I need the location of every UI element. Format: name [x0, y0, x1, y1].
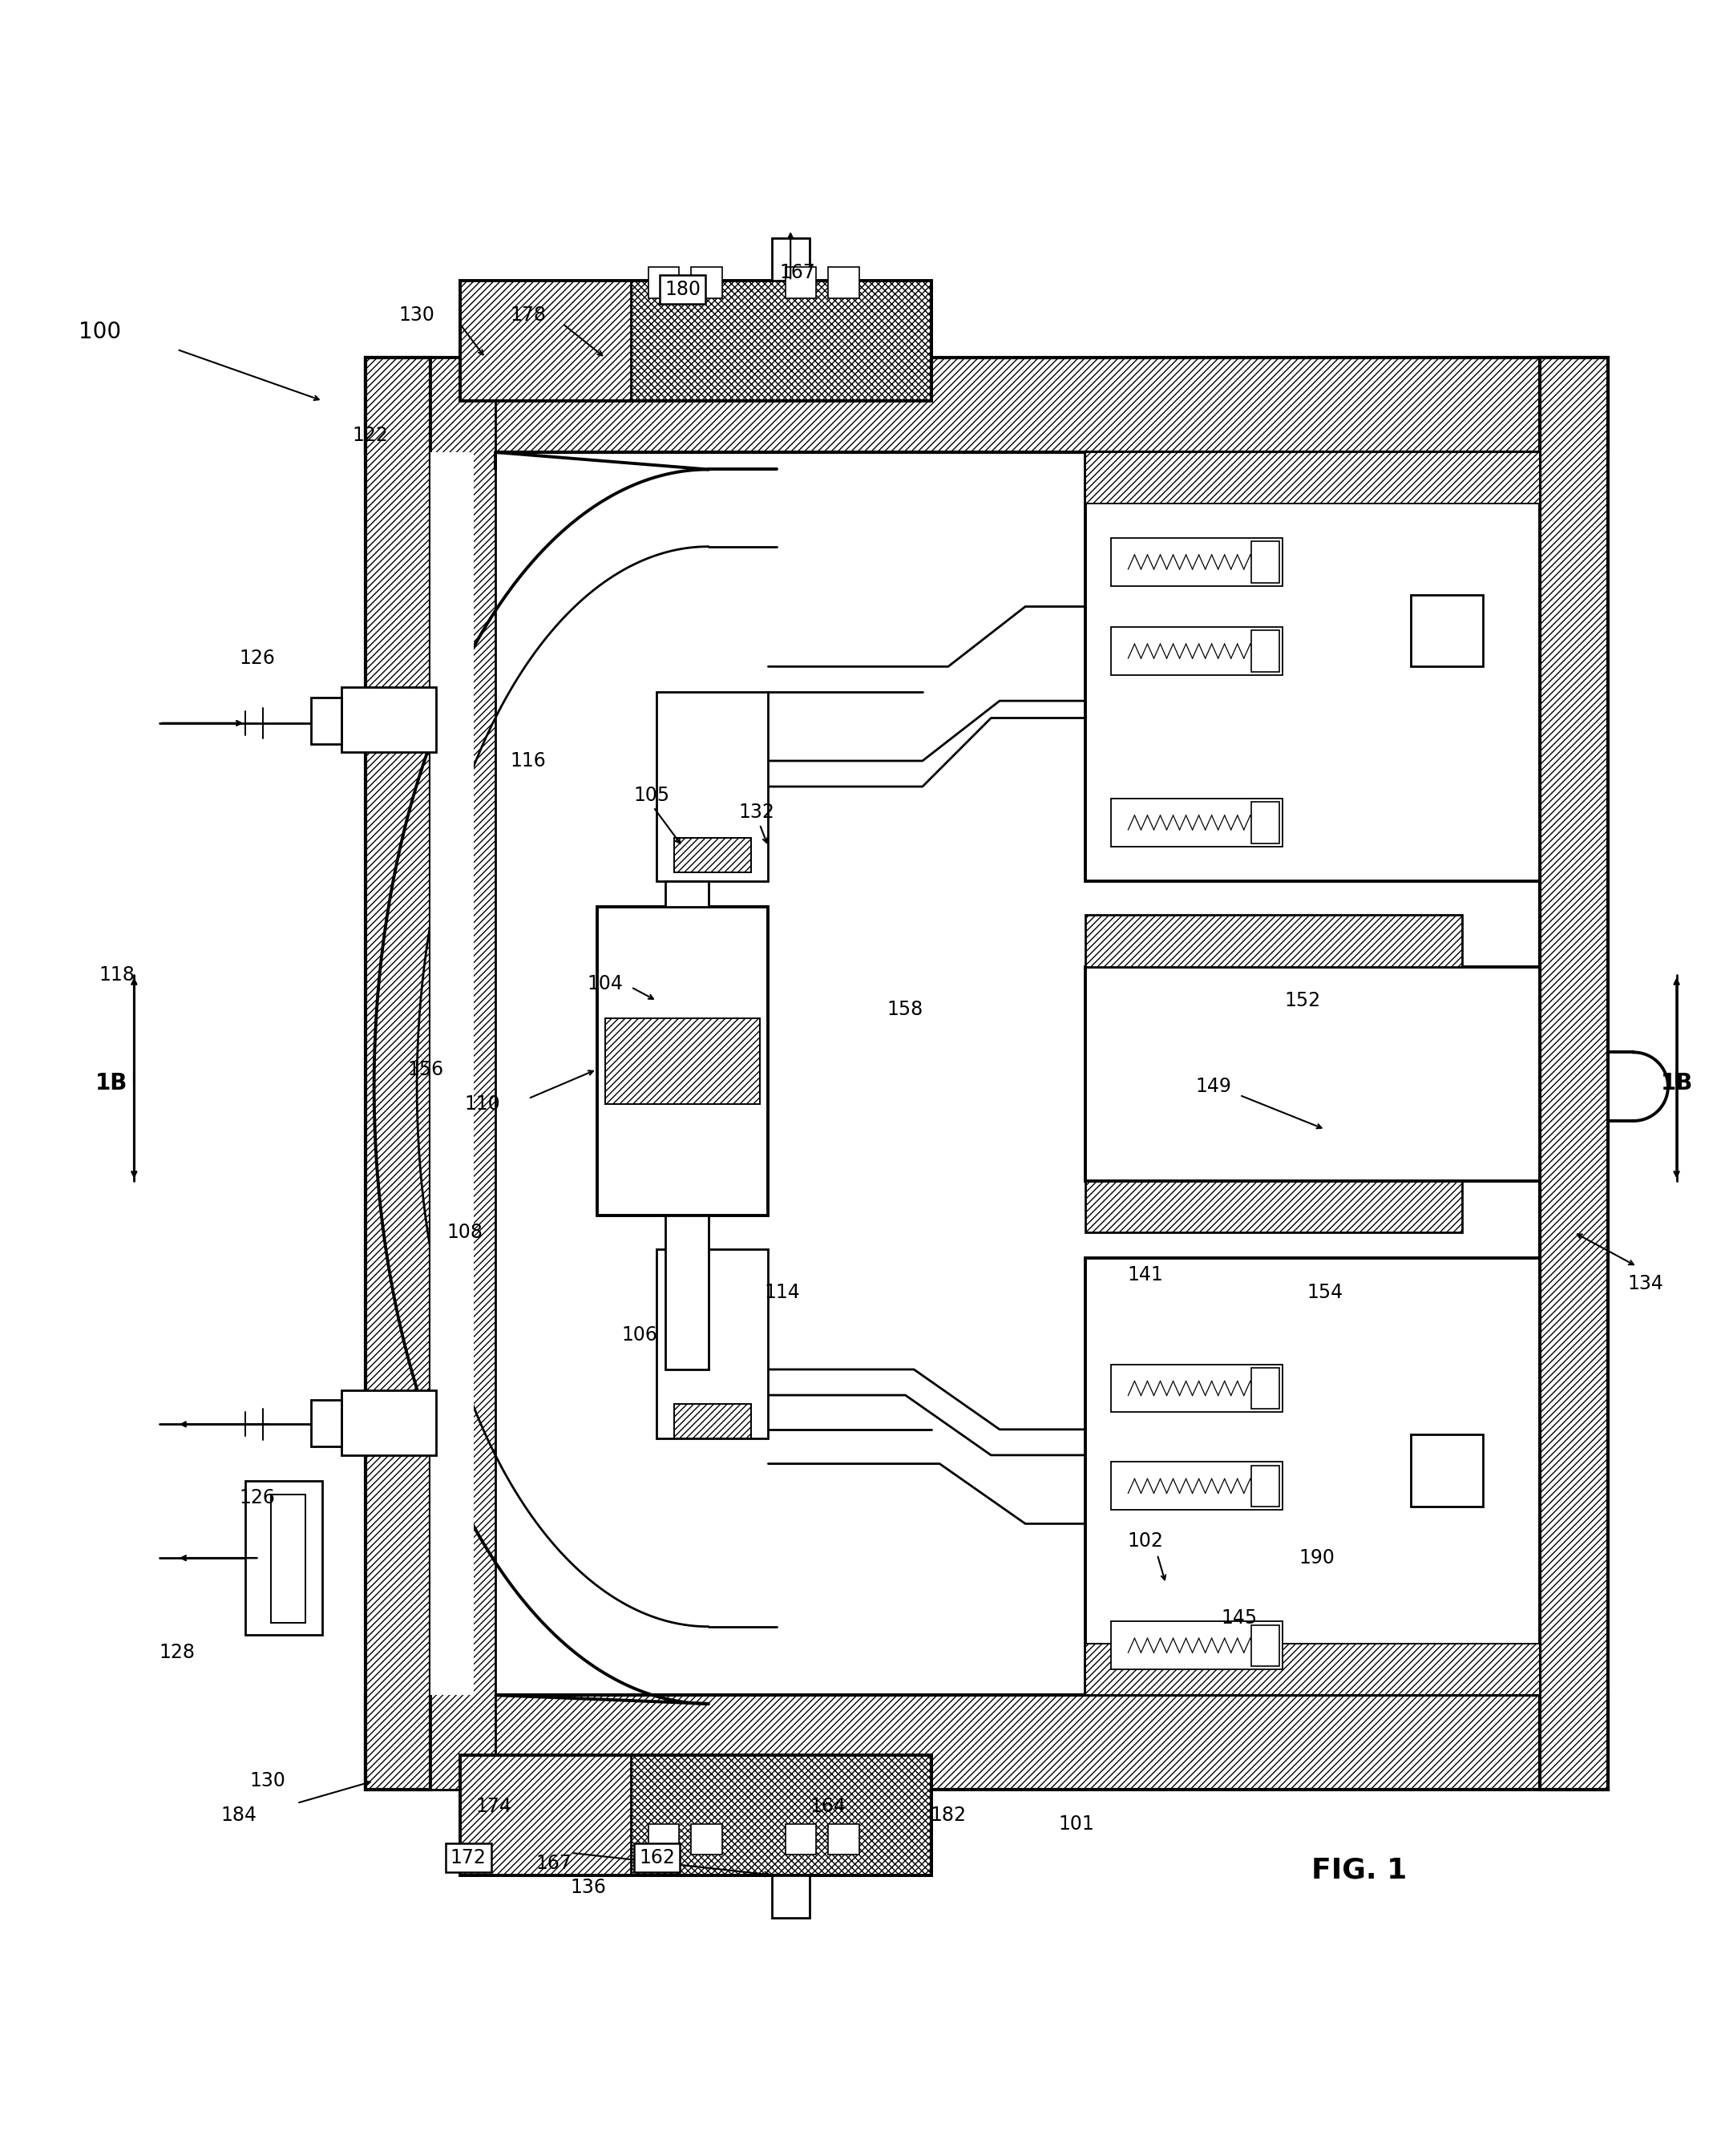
Text: 136: 136 [571, 1878, 605, 1897]
Bar [1085, 914, 1463, 966]
Text: 116: 116 [511, 750, 547, 770]
Text: 180: 180 [664, 280, 700, 300]
Text: 178: 178 [511, 306, 547, 326]
Text: 101: 101 [1059, 1813, 1095, 1833]
Bar [631, 280, 931, 401]
Bar [1085, 453, 1539, 505]
Text: 154: 154 [1308, 1283, 1344, 1302]
Bar [342, 1391, 436, 1455]
Text: 145: 145 [1221, 1608, 1258, 1628]
Text: 164: 164 [811, 1796, 847, 1815]
Bar [674, 839, 750, 873]
Bar [1085, 1181, 1463, 1233]
Bar [785, 1824, 816, 1854]
Bar [431, 453, 1539, 1695]
Bar [366, 358, 431, 1789]
Text: 105: 105 [633, 785, 669, 804]
Bar [597, 906, 768, 1216]
Text: 184: 184 [221, 1805, 257, 1824]
Text: 126: 126 [240, 1488, 276, 1507]
Bar [657, 1250, 768, 1438]
Bar [245, 1481, 323, 1634]
Text: 167: 167 [780, 263, 816, 282]
Bar [461, 1755, 932, 1876]
Bar [1252, 541, 1278, 582]
Bar [1111, 539, 1282, 586]
Text: 108: 108 [447, 1222, 483, 1242]
Bar [785, 267, 816, 298]
Bar [310, 1399, 342, 1447]
Bar [1411, 595, 1483, 666]
Text: 130: 130 [250, 1772, 286, 1789]
Text: 110: 110 [464, 1093, 500, 1112]
Text: 149: 149 [1195, 1078, 1232, 1095]
Bar [649, 267, 680, 298]
Text: 1B: 1B [95, 1072, 128, 1095]
Text: 118: 118 [98, 966, 135, 985]
Bar [631, 1755, 931, 1876]
Text: 102: 102 [1128, 1531, 1163, 1550]
Text: 1B: 1B [1661, 1072, 1692, 1095]
Text: 132: 132 [738, 802, 775, 821]
Bar [666, 882, 709, 906]
Text: 122: 122 [352, 425, 388, 444]
Bar [461, 280, 631, 401]
Bar [771, 237, 809, 280]
Bar [1252, 630, 1278, 673]
Bar [431, 358, 495, 1789]
Text: 130: 130 [398, 306, 435, 326]
Bar [310, 696, 342, 744]
Bar [271, 1494, 305, 1623]
Bar [431, 453, 473, 1695]
Text: 128: 128 [159, 1643, 195, 1662]
Bar [771, 1876, 809, 1919]
Bar [1111, 1621, 1282, 1669]
Bar [1085, 1257, 1539, 1695]
Bar [692, 1824, 723, 1854]
Bar [1111, 1462, 1282, 1509]
Bar [1539, 358, 1608, 1789]
Bar [366, 358, 1608, 453]
Text: 141: 141 [1128, 1266, 1163, 1285]
Bar [828, 1824, 859, 1854]
Bar [1252, 1466, 1278, 1507]
Text: 174: 174 [476, 1796, 512, 1815]
Bar [1252, 802, 1278, 843]
Bar [1085, 453, 1539, 882]
Bar [1111, 798, 1282, 847]
Bar [1252, 1367, 1278, 1408]
Text: 126: 126 [240, 649, 276, 668]
Bar [692, 267, 723, 298]
Bar [1111, 627, 1282, 675]
Text: 167: 167 [536, 1854, 573, 1874]
Bar [657, 692, 768, 882]
Bar [674, 1404, 750, 1438]
Bar [605, 1018, 759, 1104]
Bar [1085, 966, 1539, 1181]
Text: 114: 114 [764, 1283, 800, 1302]
Text: 162: 162 [638, 1848, 674, 1867]
Text: FIG. 1: FIG. 1 [1311, 1856, 1408, 1884]
Bar [649, 1824, 680, 1854]
Text: 158: 158 [887, 1000, 923, 1020]
Bar [666, 1216, 709, 1369]
Bar [461, 1755, 631, 1876]
Bar [828, 267, 859, 298]
Text: 134: 134 [1628, 1274, 1663, 1294]
Text: 100: 100 [79, 321, 121, 343]
Text: 156: 156 [407, 1061, 443, 1078]
Text: 152: 152 [1285, 992, 1321, 1011]
Bar [1085, 1643, 1539, 1695]
Bar [1411, 1434, 1483, 1507]
Bar [1252, 1626, 1278, 1667]
Bar [1111, 1365, 1282, 1412]
Text: 172: 172 [450, 1848, 486, 1867]
Bar [461, 280, 932, 401]
Bar [342, 688, 436, 752]
Text: 182: 182 [930, 1805, 966, 1824]
Text: 104: 104 [588, 975, 623, 994]
Text: 106: 106 [621, 1326, 657, 1345]
Text: 190: 190 [1299, 1548, 1335, 1567]
Bar [366, 1695, 1608, 1789]
